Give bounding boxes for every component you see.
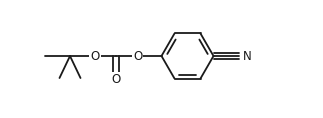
Text: O: O — [133, 49, 142, 63]
Text: O: O — [90, 49, 99, 63]
Text: N: N — [243, 49, 251, 63]
Text: O: O — [112, 73, 121, 86]
